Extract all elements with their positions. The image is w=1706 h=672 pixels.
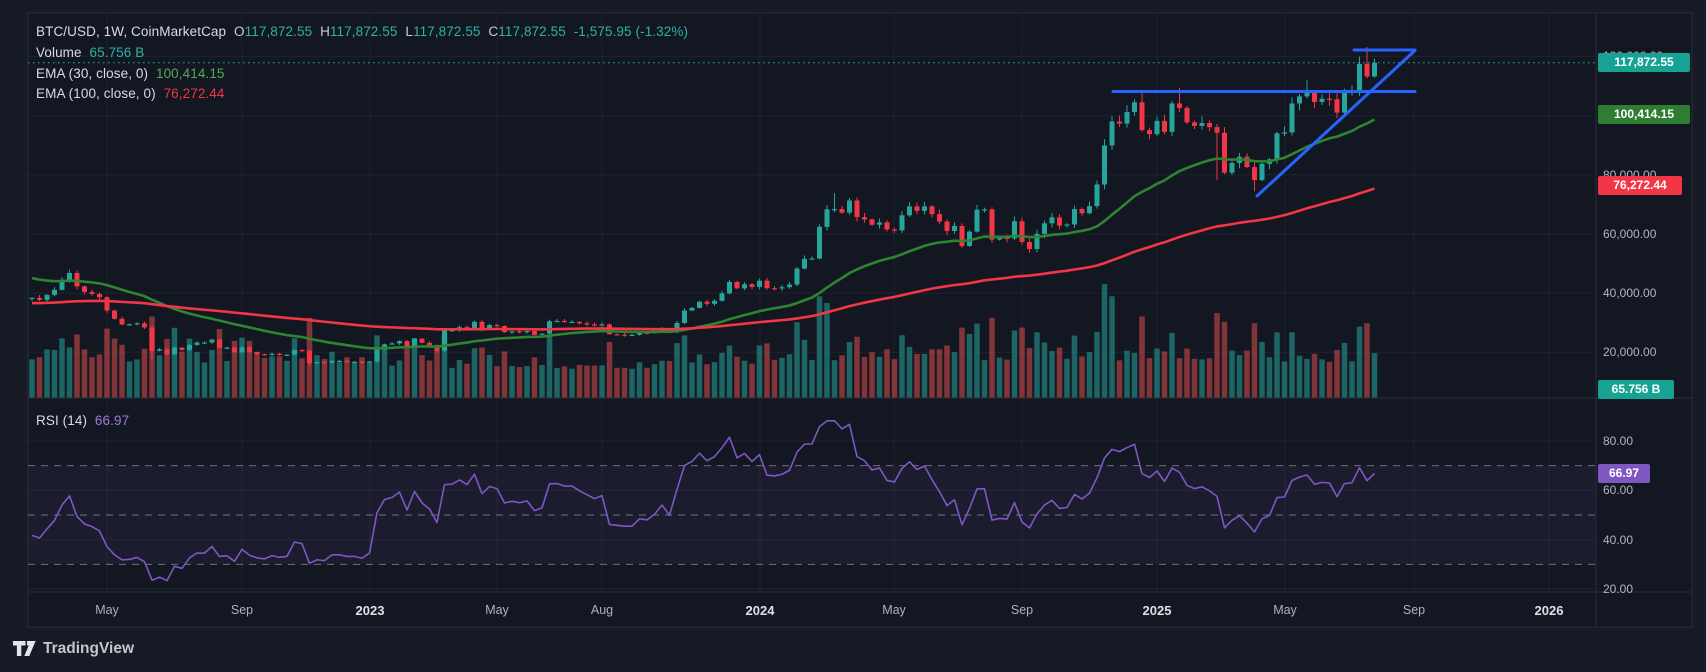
price-axis-badge: 65.756 B <box>1598 379 1674 399</box>
ema100-legend-row[interactable]: EMA (100, close, 0) 76,272.44 <box>36 86 229 101</box>
close-value: 117,872.55 <box>498 24 566 39</box>
symbol-title: BTC/USD, 1W, CoinMarketCap <box>36 24 227 39</box>
time-axis-month-label[interactable]: Sep <box>1010 603 1034 617</box>
volume-label: Volume <box>36 45 82 60</box>
rsi-axis-label[interactable]: 40.00 <box>1603 532 1634 547</box>
tradingview-logo[interactable]: TradingView <box>13 640 134 658</box>
rsi-axis-label[interactable]: 80.00 <box>1603 434 1634 448</box>
time-axis-month-label[interactable]: May <box>1273 603 1297 617</box>
rsi-axis-label[interactable]: 20.00 <box>1603 582 1634 596</box>
price-axis-label[interactable]: 20,000.00 <box>1603 345 1657 360</box>
time-axis-year-label[interactable]: 2026 <box>1534 603 1564 618</box>
high-label: H <box>320 24 330 39</box>
volume-legend-row[interactable]: Volume 65.756 B <box>36 45 148 60</box>
time-axis-month-label[interactable]: Aug <box>590 603 614 617</box>
rsi-axis-label[interactable]: 60.00 <box>1603 483 1634 498</box>
price-axis-badge: 100,414.15 <box>1598 104 1690 124</box>
ema100-label: EMA (100, close, 0) <box>36 86 156 101</box>
ema30-legend-row[interactable]: EMA (30, close, 0) 100,414.15 <box>36 66 229 81</box>
open-value: 117,872.55 <box>244 24 313 39</box>
time-axis-month-label[interactable]: Sep <box>1402 603 1426 617</box>
low-value: 117,872.55 <box>412 24 481 39</box>
rsi-value: 66.97 <box>94 413 130 428</box>
price-axis-label[interactable]: 60,000.00 <box>1603 226 1657 241</box>
close-label: C <box>488 24 499 39</box>
time-axis-month-label[interactable]: May <box>882 603 906 617</box>
change-value: -1,575.95 (-1.32%) <box>573 24 689 39</box>
volume-value: 65.756 B <box>89 45 145 60</box>
low-label: L <box>405 24 413 39</box>
ema100-value: 76,272.44 <box>163 86 225 101</box>
open-label: O <box>234 24 245 39</box>
price-axis-badge: 76,272.44 <box>1598 176 1682 196</box>
time-axis-year-label[interactable]: 2025 <box>1142 603 1172 618</box>
price-axis-label[interactable]: 40,000.00 <box>1603 286 1657 301</box>
symbol-legend-row[interactable]: BTC/USD, 1W, CoinMarketCap O117,872.55 H… <box>36 24 692 39</box>
tradingview-logo-text: TradingView <box>43 640 135 657</box>
ema30-label: EMA (30, close, 0) <box>36 66 149 81</box>
ema30-value: 100,414.15 <box>155 66 225 81</box>
time-axis-year-label[interactable]: 2024 <box>745 603 775 618</box>
time-axis-month-label[interactable]: Sep <box>230 603 254 617</box>
rsi-label: RSI (14) <box>36 413 88 428</box>
price-axis-badge: 117,872.55 <box>1598 53 1690 73</box>
time-axis-month-label[interactable]: May <box>485 603 509 617</box>
tradingview-logo-icon <box>13 641 36 656</box>
rsi-axis-badge: 66.97 <box>1598 463 1650 483</box>
time-axis-year-label[interactable]: 2023 <box>355 603 385 618</box>
rsi-legend-row[interactable]: RSI (14) 66.97 <box>36 413 133 428</box>
high-value: 117,872.55 <box>329 24 398 39</box>
time-axis-month-label[interactable]: May <box>95 603 119 617</box>
